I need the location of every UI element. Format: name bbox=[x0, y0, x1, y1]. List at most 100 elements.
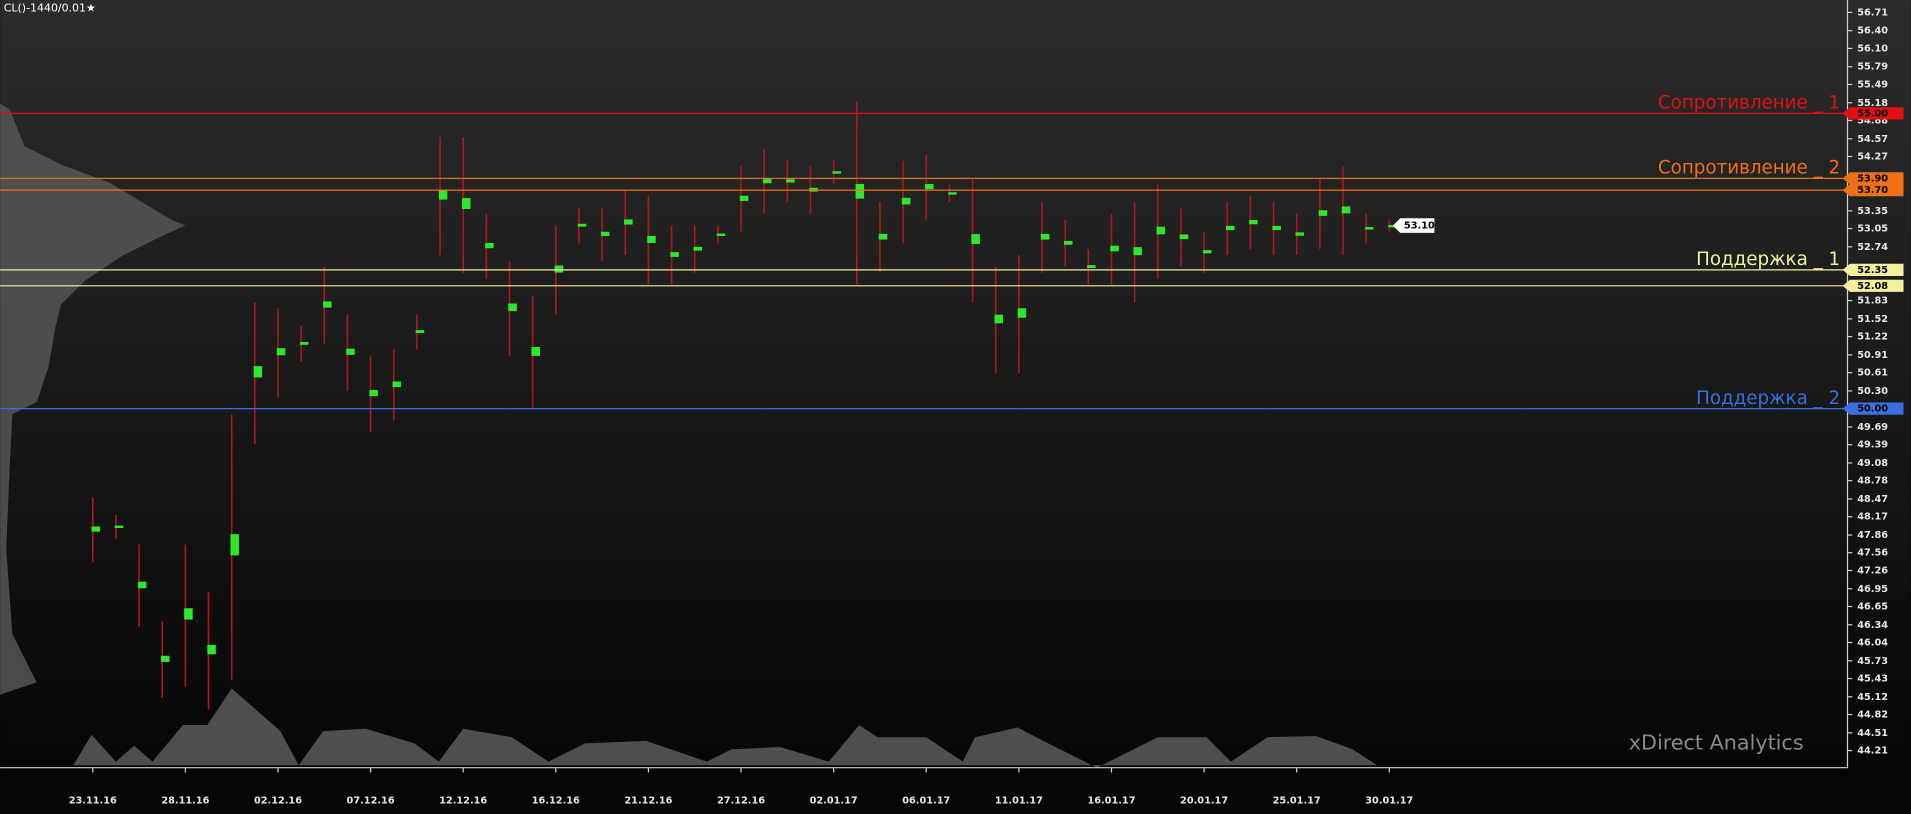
level-name: Сопротивление _ 1 bbox=[1658, 93, 1840, 114]
volume-cluster bbox=[739, 195, 749, 201]
x-tick-label: 25.01.17 bbox=[1273, 796, 1321, 807]
y-tick-label: 49.39 bbox=[1857, 440, 1888, 451]
y-tick-label: 49.08 bbox=[1857, 458, 1888, 469]
volume-cluster bbox=[531, 346, 540, 356]
volume-cluster bbox=[762, 178, 772, 184]
x-tick-label: 16.01.17 bbox=[1087, 796, 1135, 807]
y-tick-label: 56.40 bbox=[1857, 26, 1888, 37]
volume-cluster bbox=[1272, 225, 1281, 231]
y-tick-label: 54.88 bbox=[1857, 115, 1888, 126]
watermark: xDirect Analytics bbox=[1629, 730, 1804, 754]
volume-cluster bbox=[1202, 250, 1212, 254]
volume-cluster bbox=[832, 171, 841, 174]
level-name: Сопротивление _ 2 bbox=[1658, 158, 1840, 179]
x-tick-label: 30.01.17 bbox=[1365, 796, 1413, 807]
volume-cluster bbox=[1179, 234, 1189, 240]
y-tick-label: 45.12 bbox=[1857, 692, 1888, 703]
volume-cluster bbox=[415, 330, 425, 333]
volume-cluster bbox=[1318, 210, 1328, 216]
volume-cluster bbox=[670, 252, 679, 257]
price-tag bbox=[1842, 402, 1904, 415]
volume-cluster bbox=[114, 525, 124, 529]
y-tick-label: 55.79 bbox=[1857, 62, 1888, 73]
y-tick-label: 46.95 bbox=[1857, 584, 1888, 595]
y-tick-label: 50.91 bbox=[1857, 350, 1888, 361]
volume-cluster bbox=[624, 219, 633, 225]
volume-cluster bbox=[1226, 225, 1235, 231]
y-tick-label: 45.73 bbox=[1857, 656, 1888, 667]
volume-cluster bbox=[160, 655, 170, 662]
volume-cluster bbox=[1364, 227, 1374, 230]
volume-cluster bbox=[971, 234, 980, 245]
volume-cluster bbox=[554, 265, 564, 273]
volume-histogram bbox=[73, 688, 1378, 768]
x-tick-label: 27.12.16 bbox=[717, 796, 765, 807]
volume-cluster bbox=[369, 390, 378, 397]
x-tick-label: 16.12.16 bbox=[532, 796, 580, 807]
volume-cluster bbox=[1133, 247, 1142, 256]
y-tick-label: 54.57 bbox=[1857, 134, 1888, 145]
volume-cluster bbox=[693, 246, 703, 251]
y-tick-label: 49.69 bbox=[1857, 422, 1888, 433]
volume-cluster bbox=[299, 341, 309, 345]
y-tick-label: 44.51 bbox=[1857, 728, 1888, 739]
volume-cluster bbox=[600, 231, 610, 237]
y-tick-label: 56.10 bbox=[1857, 43, 1888, 54]
y-tick-label: 53.05 bbox=[1857, 224, 1888, 235]
volume-cluster bbox=[438, 190, 448, 200]
volume-cluster bbox=[1017, 308, 1027, 318]
volume-cluster bbox=[184, 608, 193, 620]
y-tick-label: 46.04 bbox=[1857, 638, 1888, 649]
x-tick-label: 06.01.17 bbox=[902, 796, 950, 807]
y-tick-label: 55.18 bbox=[1857, 98, 1888, 109]
y-tick-label: 47.56 bbox=[1857, 548, 1888, 559]
y-tick-label: 51.83 bbox=[1857, 296, 1888, 307]
volume-cluster bbox=[786, 179, 795, 183]
price-tag bbox=[1842, 184, 1904, 197]
volume-profile bbox=[0, 103, 186, 695]
volume-cluster bbox=[392, 381, 402, 388]
chart-title: CL()-1440/0.01★ bbox=[4, 2, 96, 15]
volume-cluster bbox=[1110, 245, 1119, 252]
y-tick-label: 47.86 bbox=[1857, 530, 1888, 541]
x-tick-label: 28.11.16 bbox=[161, 796, 209, 807]
volume-cluster bbox=[647, 235, 656, 244]
price-tag bbox=[1842, 107, 1904, 120]
volume-cluster bbox=[1388, 224, 1397, 228]
x-tick-label: 23.11.16 bbox=[69, 796, 117, 807]
volume-cluster bbox=[878, 233, 888, 240]
price-tag-label: 53.90 bbox=[1857, 173, 1888, 184]
volume-cluster bbox=[1063, 240, 1073, 245]
volume-cluster bbox=[230, 534, 239, 556]
y-tick-label: 50.61 bbox=[1857, 368, 1888, 379]
x-tick-label: 02.01.17 bbox=[810, 796, 858, 807]
volume-cluster bbox=[577, 223, 587, 227]
volume-cluster bbox=[207, 644, 216, 655]
y-tick-label: 45.43 bbox=[1857, 674, 1888, 685]
volume-cluster bbox=[485, 243, 494, 249]
volume-cluster bbox=[508, 303, 517, 312]
volume-cluster bbox=[1156, 226, 1166, 235]
x-tick-label: 12.12.16 bbox=[439, 796, 487, 807]
x-tick-label: 20.01.17 bbox=[1180, 796, 1228, 807]
price-tag-label: 53.70 bbox=[1857, 185, 1888, 196]
y-tick-label: 51.22 bbox=[1857, 332, 1888, 343]
y-tick-label: 56.71 bbox=[1857, 7, 1888, 18]
volume-cluster bbox=[948, 192, 957, 195]
y-tick-label: 44.82 bbox=[1857, 710, 1888, 721]
price-tag-label: 52.35 bbox=[1857, 265, 1888, 276]
price-tag bbox=[1842, 279, 1904, 292]
y-tick-label: 53.35 bbox=[1857, 206, 1888, 217]
x-tick-label: 07.12.16 bbox=[347, 796, 395, 807]
level-name: Поддержка _ 1 bbox=[1696, 249, 1840, 270]
y-tick-label: 46.65 bbox=[1857, 601, 1888, 612]
y-tick-label: 54.27 bbox=[1857, 151, 1888, 162]
volume-cluster bbox=[901, 197, 911, 205]
volume-cluster bbox=[346, 348, 355, 355]
y-tick-label: 52.74 bbox=[1857, 242, 1888, 253]
volume-cluster bbox=[716, 233, 726, 236]
volume-cluster bbox=[994, 314, 1004, 324]
